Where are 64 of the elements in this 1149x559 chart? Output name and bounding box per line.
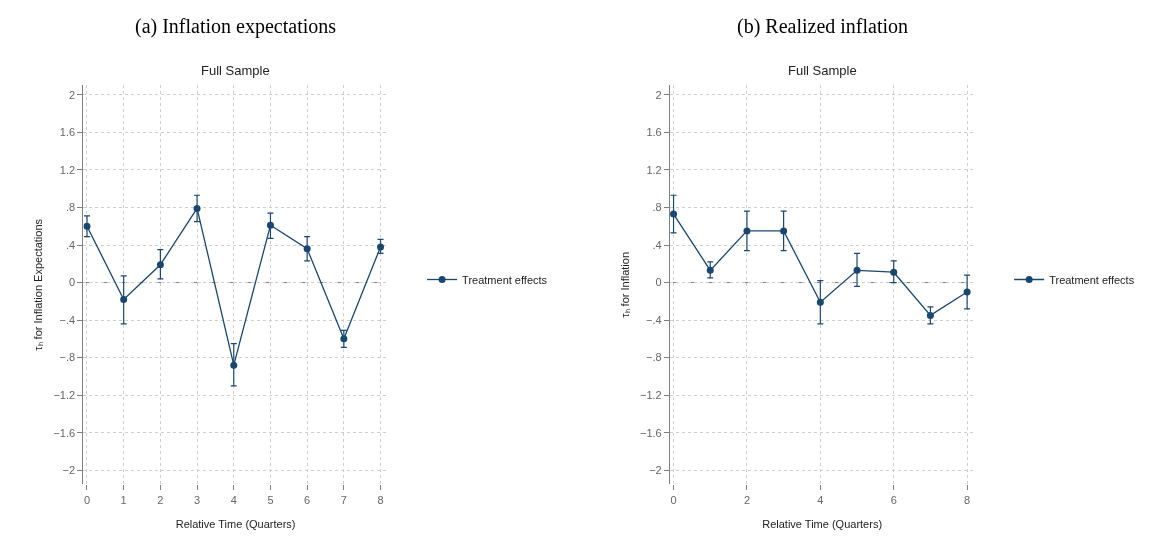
x-tick-label: 8 — [377, 493, 384, 506]
y-tick-label: −.8 — [59, 351, 76, 364]
x-tick-label: 0 — [670, 493, 677, 506]
point — [120, 295, 128, 303]
y-tick-label: 2 — [69, 88, 76, 101]
x-tick-label: 6 — [304, 493, 311, 506]
y-tick-label: −1.6 — [53, 426, 76, 439]
y-tick-label: .8 — [65, 201, 76, 214]
x-tick-label: 2 — [743, 493, 750, 506]
x-axis-title: Relative Time (Quarters) — [175, 517, 296, 530]
y-tick-label: 0 — [69, 276, 76, 289]
point — [780, 227, 788, 235]
y-axis-title: τₕ for Inflation Expectations — [32, 218, 45, 351]
x-tick-label: 2 — [157, 493, 164, 506]
y-tick-label: .4 — [652, 238, 662, 251]
x-tick-label: 6 — [890, 493, 897, 506]
chart-subtitle: Full Sample — [788, 63, 857, 78]
y-tick-label: −1.2 — [639, 389, 662, 402]
y-tick-label: 1.6 — [646, 126, 662, 139]
legend-label: Treatment effects — [462, 273, 548, 286]
x-tick-label: 4 — [230, 493, 237, 506]
point — [340, 335, 348, 343]
y-tick-label: 1.2 — [646, 163, 662, 176]
point — [853, 266, 861, 274]
y-tick-label: −.8 — [646, 351, 662, 364]
legend-label: Treatment effects — [1049, 273, 1135, 286]
point — [963, 288, 971, 296]
y-tick-label: −.4 — [646, 313, 662, 326]
y-tick-label: −2 — [649, 464, 662, 477]
x-axis-title: Relative Time (Quarters) — [762, 517, 883, 530]
point — [743, 227, 751, 235]
point — [193, 204, 201, 212]
point — [926, 311, 934, 319]
y-tick-label: 0 — [655, 276, 662, 289]
point — [230, 361, 238, 369]
chart-title: (a) Inflation expectations — [135, 15, 337, 38]
point — [266, 221, 274, 229]
y-tick-label: 1.6 — [59, 126, 76, 139]
point — [156, 261, 164, 269]
point — [890, 268, 898, 276]
x-tick-label: 7 — [340, 493, 347, 506]
x-tick-label: 8 — [964, 493, 971, 506]
x-tick-label: 5 — [267, 493, 274, 506]
point — [377, 243, 385, 251]
y-tick-label: −1.2 — [53, 389, 76, 402]
point — [83, 222, 91, 230]
y-tick-label: 1.2 — [59, 163, 76, 176]
point — [670, 210, 678, 218]
point — [303, 245, 311, 253]
x-tick-label: 0 — [83, 493, 91, 506]
y-tick-label: 2 — [655, 88, 662, 101]
y-tick-label: .8 — [652, 201, 662, 214]
chart-subtitle: Full Sample — [201, 63, 270, 78]
x-tick-label: 1 — [120, 493, 127, 506]
chart-title: (b) Realized inflation — [737, 15, 909, 38]
point — [816, 298, 824, 306]
x-tick-label: 3 — [194, 493, 201, 506]
point — [706, 266, 714, 274]
x-tick-label: 4 — [817, 493, 824, 506]
y-tick-label: −1.6 — [639, 426, 662, 439]
y-axis-title: τₕ for Inflation — [618, 251, 631, 318]
y-tick-label: −.4 — [59, 313, 76, 326]
y-tick-label: .4 — [65, 238, 76, 251]
y-tick-label: −2 — [62, 464, 76, 477]
